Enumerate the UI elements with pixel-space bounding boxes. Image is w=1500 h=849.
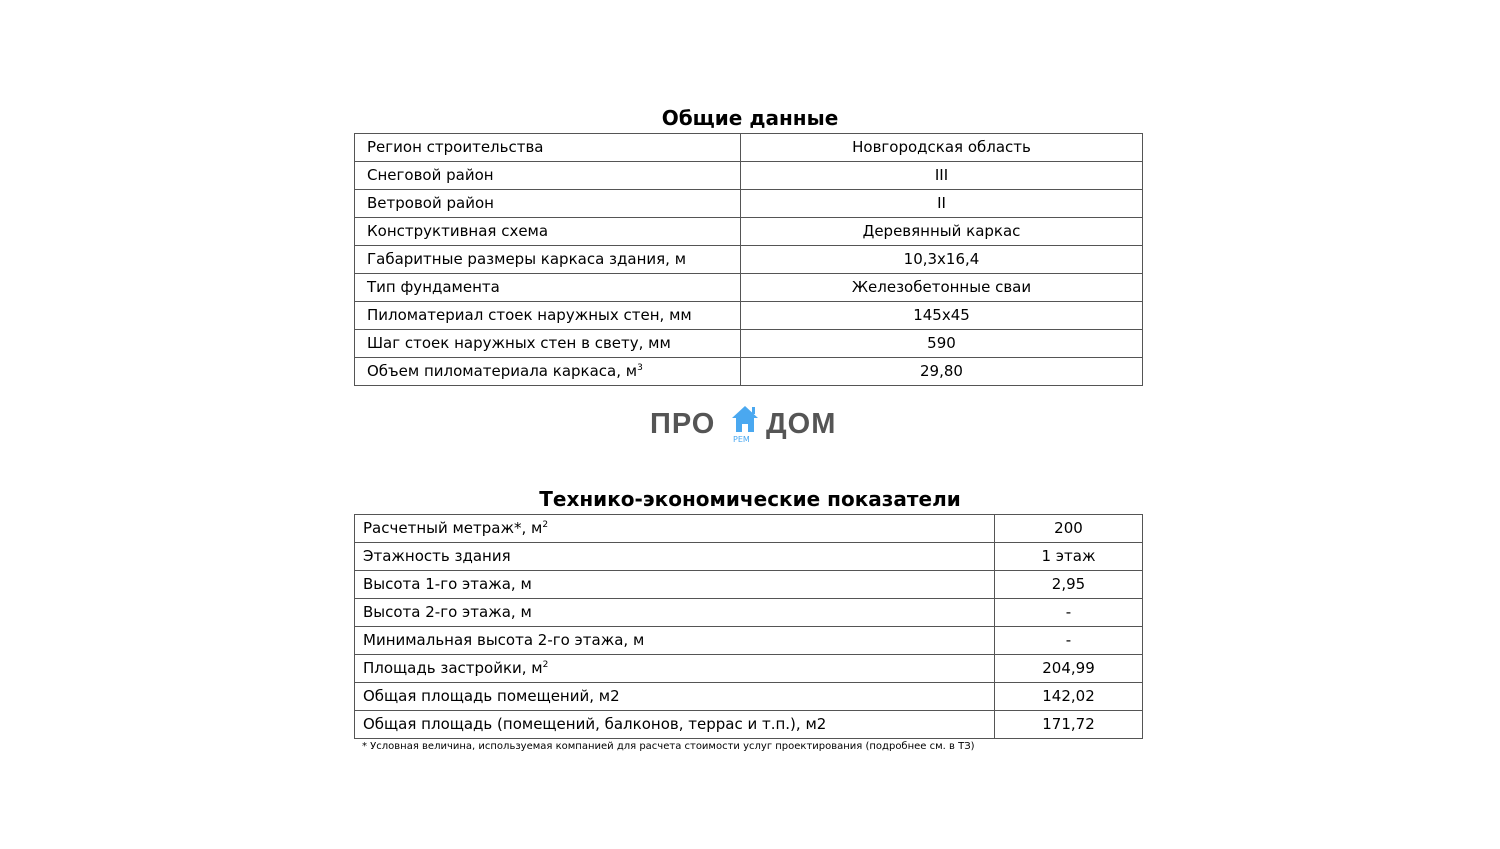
table-row: Пиломатериал стоек наружных стен, мм 145x…	[354, 301, 1143, 330]
logo-left: ПРО	[650, 408, 716, 440]
row-label: Высота 1-го этажа, м	[354, 570, 995, 599]
row-value: -	[994, 598, 1143, 627]
table-row: Конструктивная схема Деревянный каркас	[354, 217, 1143, 246]
row-label: Минимальная высота 2-го этажа, м	[354, 626, 995, 655]
house-icon	[732, 406, 758, 432]
row-label: Снеговой район	[354, 161, 741, 190]
row-value: 29,80	[740, 357, 1143, 386]
superscript: 2	[542, 660, 549, 670]
row-label: Тип фундамента	[354, 273, 741, 302]
label-text: Общая площадь помещений, м2	[363, 687, 620, 705]
row-value: III	[740, 161, 1143, 190]
table-row: Шаг стоек наружных стен в свету, мм 590	[354, 329, 1143, 358]
table-row: Тип фундамента Железобетонные сваи	[354, 273, 1143, 302]
row-label: Регион строительства	[354, 133, 741, 162]
row-value: 142,02	[994, 682, 1143, 711]
label-text: Площадь застройки, м	[363, 659, 543, 677]
label-text: Снеговой район	[367, 166, 494, 184]
row-label: Общая площадь (помещений, балконов, терр…	[354, 710, 995, 739]
row-value: II	[740, 189, 1143, 218]
tech-title: Технико-экономические показатели	[539, 487, 961, 511]
general-title: Общие данные	[661, 106, 839, 130]
row-label: Этажность здания	[354, 542, 995, 571]
row-value: 200	[994, 514, 1143, 543]
label-text: Пиломатериал стоек наружных стен, мм	[367, 306, 692, 324]
row-label: Высота 2-го этажа, м	[354, 598, 995, 627]
label-text: Конструктивная схема	[367, 222, 549, 240]
logo: ПРО РЕМ ДОМ	[650, 404, 850, 449]
row-label: Конструктивная схема	[354, 217, 741, 246]
row-value: 171,72	[994, 710, 1143, 739]
label-text: Минимальная высота 2-го этажа, м	[363, 631, 645, 649]
superscript: 3	[637, 363, 643, 373]
table-row: Этажность здания 1 этаж	[354, 542, 1143, 571]
label-text: Шаг стоек наружных стен в свету, мм	[367, 334, 671, 352]
row-value: 204,99	[994, 654, 1143, 683]
label-text: Объем пиломатериала каркаса, м	[367, 362, 638, 380]
table-row: Габаритные размеры каркаса здания, м 10,3…	[354, 245, 1143, 274]
table-row: Высота 1-го этажа, м 2,95	[354, 570, 1143, 599]
label-text: Высота 2-го этажа, м	[363, 603, 532, 621]
table-row: Ветровой район II	[354, 189, 1143, 218]
table-row: Общая площадь помещений, м2 142,02	[354, 682, 1143, 711]
row-value: Новгородская область	[740, 133, 1143, 162]
label-text: Этажность здания	[363, 547, 511, 565]
label-text: Регион строительства	[367, 138, 544, 156]
row-value: -	[994, 626, 1143, 655]
row-value: Деревянный каркас	[740, 217, 1143, 246]
footnote: * Условная величина, используемая компан…	[362, 741, 975, 752]
row-label: Расчетный метраж*, м2	[354, 514, 995, 543]
label-text: Габаритные размеры каркаса здания, м	[367, 250, 687, 268]
row-label: Ветровой район	[354, 189, 741, 218]
label-text: Общая площадь (помещений, балконов, терр…	[363, 715, 827, 733]
general-table: Регион строительства Новгородская область…	[354, 133, 1143, 386]
table-row: Объем пиломатериала каркаса, м3 29,80	[354, 357, 1143, 386]
table-row: Расчетный метраж*, м2 200	[354, 514, 1143, 543]
label-text: Ветровой район	[367, 194, 494, 212]
table-row: Общая площадь (помещений, балконов, терр…	[354, 710, 1143, 739]
row-value: 590	[740, 329, 1143, 358]
row-value: Железобетонные сваи	[740, 273, 1143, 302]
tech-table: Расчетный метраж*, м2 200 Этажность здания…	[354, 514, 1143, 739]
row-label: Объем пиломатериала каркаса, м3	[354, 357, 741, 386]
table-row: Регион строительства Новгородская область	[354, 133, 1143, 162]
row-label: Площадь застройки, м2	[354, 654, 995, 683]
label-text: Высота 1-го этажа, м	[363, 575, 532, 593]
superscript: 2	[542, 520, 549, 530]
table-row: Высота 2-го этажа, м -	[354, 598, 1143, 627]
logo-right: ДОМ	[766, 408, 837, 440]
row-label: Шаг стоек наружных стен в свету, мм	[354, 329, 741, 358]
label-text: Расчетный метраж*, м	[363, 519, 543, 537]
logo-sub: РЕМ	[733, 435, 750, 444]
row-value: 2,95	[994, 570, 1143, 599]
table-row: Площадь застройки, м2 204,99	[354, 654, 1143, 683]
label-text: Тип фундамента	[367, 278, 500, 296]
row-value: 145x45	[740, 301, 1143, 330]
table-row: Снеговой район III	[354, 161, 1143, 190]
row-label: Общая площадь помещений, м2	[354, 682, 995, 711]
row-label: Габаритные размеры каркаса здания, м	[354, 245, 741, 274]
row-value: 10,3x16,4	[740, 245, 1143, 274]
row-label: Пиломатериал стоек наружных стен, мм	[354, 301, 741, 330]
table-row: Минимальная высота 2-го этажа, м -	[354, 626, 1143, 655]
row-value: 1 этаж	[994, 542, 1143, 571]
